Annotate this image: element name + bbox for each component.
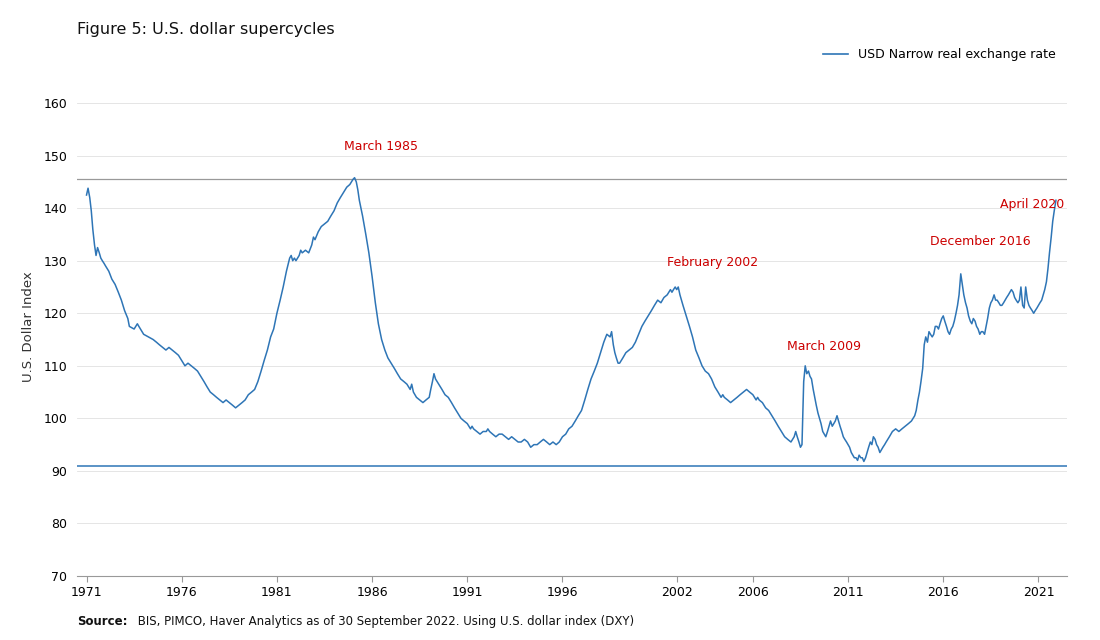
Text: February 2002: February 2002	[668, 255, 758, 269]
Text: April 2020: April 2020	[1000, 198, 1065, 211]
Y-axis label: U.S. Dollar Index: U.S. Dollar Index	[22, 271, 35, 382]
Text: BIS, PIMCO, Haver Analytics as of 30 September 2022. Using U.S. dollar index (DX: BIS, PIMCO, Haver Analytics as of 30 Sep…	[134, 616, 635, 628]
Text: Source:: Source:	[77, 616, 128, 628]
Text: March 1985: March 1985	[343, 140, 418, 153]
Text: December 2016: December 2016	[930, 235, 1031, 248]
Text: Figure 5: U.S. dollar supercycles: Figure 5: U.S. dollar supercycles	[77, 22, 334, 37]
Text: March 2009: March 2009	[788, 340, 861, 353]
Legend: USD Narrow real exchange rate: USD Narrow real exchange rate	[818, 43, 1060, 66]
